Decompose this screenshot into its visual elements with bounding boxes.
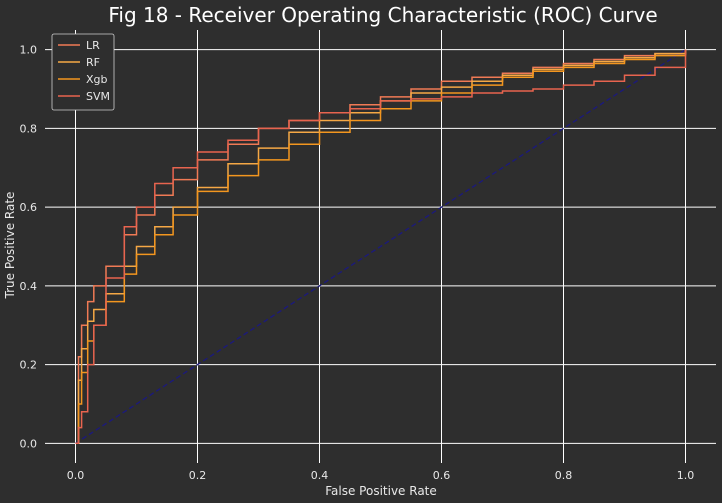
plot-lines (75, 49, 687, 445)
legend: LR RF Xgb SVM (51, 33, 115, 111)
reference-diagonal-line (75, 49, 686, 444)
x-tick-label: 0.0 (67, 469, 85, 482)
x-axis-label: False Positive Rate (325, 484, 437, 498)
legend-label: Xgb (86, 73, 108, 86)
legend-label: LR (86, 39, 100, 52)
series-line-svm (75, 49, 687, 445)
y-tick-label: 0.0 (20, 437, 38, 450)
x-tick-label: 0.2 (189, 469, 207, 482)
y-tick-label: 0.8 (20, 122, 38, 135)
y-tick-label: 0.2 (20, 359, 38, 372)
x-tick-label: 0.4 (311, 469, 329, 482)
x-tick-label: 0.8 (555, 469, 573, 482)
y-tick-label: 0.6 (20, 201, 38, 214)
legend-label: SVM (86, 90, 110, 103)
x-tick-label: 1.0 (677, 469, 695, 482)
chart-title: Fig 18 - Receiver Operating Characterist… (108, 3, 657, 27)
legend-label: RF (86, 56, 100, 69)
legend-box (51, 33, 115, 111)
y-tick-label: 0.4 (20, 280, 38, 293)
tick-labels: 0.0 0.2 0.4 0.6 0.8 1.0 0.0 0.2 0.4 0.6 0.8 1.0 (20, 44, 695, 482)
grid (45, 30, 716, 463)
x-tick-label: 0.6 (433, 469, 451, 482)
y-axis-label: True Positive Rate (3, 192, 17, 300)
y-tick-label: 1.0 (20, 44, 38, 57)
